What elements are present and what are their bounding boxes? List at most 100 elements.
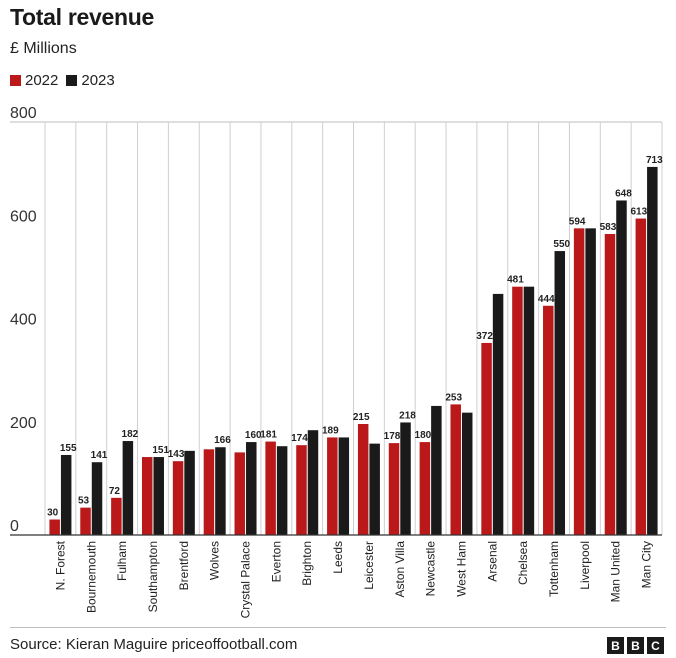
bar-2023-chelsea bbox=[523, 286, 535, 535]
x-tick-label: Leeds bbox=[331, 541, 345, 574]
bar-2023-aston-villa bbox=[400, 422, 411, 535]
bar-2023-everton bbox=[276, 446, 288, 535]
bar-2022-brentford bbox=[172, 461, 184, 535]
data-label: 481 bbox=[507, 275, 524, 286]
data-label: 215 bbox=[353, 412, 370, 423]
bar-2022-newcastle bbox=[419, 442, 431, 535]
x-tick-label: West Ham bbox=[454, 541, 468, 597]
bar-2023-man-united bbox=[616, 200, 627, 535]
data-label: 613 bbox=[630, 207, 647, 218]
chart-title: Total revenue bbox=[10, 4, 154, 30]
data-label: 53 bbox=[78, 496, 90, 507]
x-tick-label: N. Forest bbox=[53, 540, 67, 590]
x-tick-label: Brentford bbox=[177, 541, 191, 590]
y-tick-label: 800 bbox=[10, 105, 37, 122]
x-tick-label: Everton bbox=[269, 541, 283, 582]
y-tick-label: 0 bbox=[10, 518, 19, 535]
data-label: 550 bbox=[553, 239, 570, 250]
bar-2023-leicester bbox=[369, 443, 380, 535]
bar-2023-fulham bbox=[122, 441, 134, 535]
bar-2023-brighton bbox=[307, 430, 319, 535]
bar-2022-tottenham bbox=[543, 305, 554, 535]
x-tick-label: Chelsea bbox=[516, 541, 530, 585]
bar-2022-southampton bbox=[141, 457, 153, 535]
x-tick-label: Leicester bbox=[362, 541, 376, 590]
bar-2023-wolves bbox=[215, 447, 226, 535]
bar-2022-leeds bbox=[327, 437, 338, 535]
x-tick-label: Wolves bbox=[208, 541, 222, 580]
legend-swatch-2022 bbox=[10, 75, 21, 86]
bar-2023-newcastle bbox=[431, 405, 442, 535]
data-label: 174 bbox=[291, 433, 308, 444]
data-label: 166 bbox=[214, 435, 231, 446]
bar-2022-leicester bbox=[357, 424, 369, 535]
bar-2022-brighton bbox=[296, 445, 307, 535]
x-tick-label: Tottenham bbox=[547, 541, 561, 597]
bar-2022-liverpool bbox=[573, 228, 585, 535]
bar-2022-man-city bbox=[635, 218, 647, 535]
bar-2022-everton bbox=[265, 441, 276, 535]
data-label: 178 bbox=[384, 431, 401, 442]
data-label: 372 bbox=[476, 331, 493, 342]
data-label: 151 bbox=[152, 445, 169, 456]
data-label: 253 bbox=[445, 392, 462, 403]
bar-2023-crystal-palace bbox=[246, 442, 257, 535]
bar-2023-brentford bbox=[184, 450, 195, 535]
x-tick-label: Crystal Palace bbox=[239, 541, 253, 619]
x-tick-label: Southampton bbox=[146, 541, 160, 612]
x-tick-label: Man United bbox=[609, 541, 623, 602]
bar-2022-crystal-palace bbox=[234, 452, 246, 535]
bar-2023-n-forest bbox=[60, 454, 72, 535]
x-tick-label: Newcastle bbox=[424, 541, 438, 597]
y-tick-label: 200 bbox=[10, 415, 37, 432]
x-tick-label: Brighton bbox=[300, 541, 314, 586]
data-label: 155 bbox=[60, 443, 77, 454]
x-tick-label: Liverpool bbox=[578, 541, 592, 590]
y-tick-label: 600 bbox=[10, 208, 37, 225]
bar-2022-chelsea bbox=[512, 286, 523, 535]
data-label: 182 bbox=[122, 429, 139, 440]
x-tick-label: Aston Villa bbox=[393, 541, 407, 598]
data-label: 160 bbox=[245, 430, 262, 441]
bar-2022-n-forest bbox=[49, 519, 60, 535]
data-label: 72 bbox=[109, 486, 121, 497]
bar-2023-west-ham bbox=[461, 412, 473, 535]
bar-2022-arsenal bbox=[481, 342, 492, 535]
footer-divider bbox=[10, 627, 666, 628]
legend-label-2022: 2022 bbox=[25, 72, 59, 89]
legend-label-2023: 2023 bbox=[81, 72, 115, 89]
x-tick-label: Bournemouth bbox=[84, 541, 98, 613]
y-tick-label: 400 bbox=[10, 312, 37, 329]
bbc-logo-letter: C bbox=[647, 637, 664, 654]
bar-2022-aston-villa bbox=[388, 443, 400, 535]
data-label: 594 bbox=[569, 216, 586, 227]
data-label: 189 bbox=[322, 425, 339, 436]
bar-2023-southampton bbox=[153, 457, 164, 535]
x-tick-label: Man City bbox=[640, 541, 654, 588]
bar-2022-fulham bbox=[111, 497, 122, 535]
bar-2022-west-ham bbox=[450, 404, 461, 535]
legend-item-2022: 2022 bbox=[10, 72, 58, 89]
legend: 2022 2023 bbox=[10, 72, 123, 89]
bar-2022-man-united bbox=[604, 234, 616, 535]
bar-2023-tottenham bbox=[554, 251, 566, 535]
bar-2022-bournemouth bbox=[80, 507, 91, 535]
data-label: 30 bbox=[47, 508, 59, 519]
legend-item-2023: 2023 bbox=[66, 72, 115, 89]
chart-subtitle: £ Millions bbox=[10, 40, 77, 57]
bar-2023-man-city bbox=[647, 166, 658, 535]
bar-2022-wolves bbox=[203, 449, 215, 535]
bbc-logo-letter: B bbox=[627, 637, 644, 654]
data-label: 444 bbox=[538, 294, 555, 305]
legend-swatch-2023 bbox=[66, 75, 78, 86]
data-label: 181 bbox=[260, 430, 277, 441]
bbc-logo: B B C bbox=[607, 637, 664, 654]
bar-2023-arsenal bbox=[492, 293, 504, 535]
x-tick-label: Arsenal bbox=[485, 541, 499, 582]
bbc-logo-letter: B bbox=[607, 637, 624, 654]
data-label: 180 bbox=[415, 430, 432, 441]
bar-2023-leeds bbox=[338, 437, 350, 535]
data-label: 218 bbox=[399, 410, 416, 421]
source-note: Source: Kieran Maguire priceoffootball.c… bbox=[10, 636, 298, 653]
